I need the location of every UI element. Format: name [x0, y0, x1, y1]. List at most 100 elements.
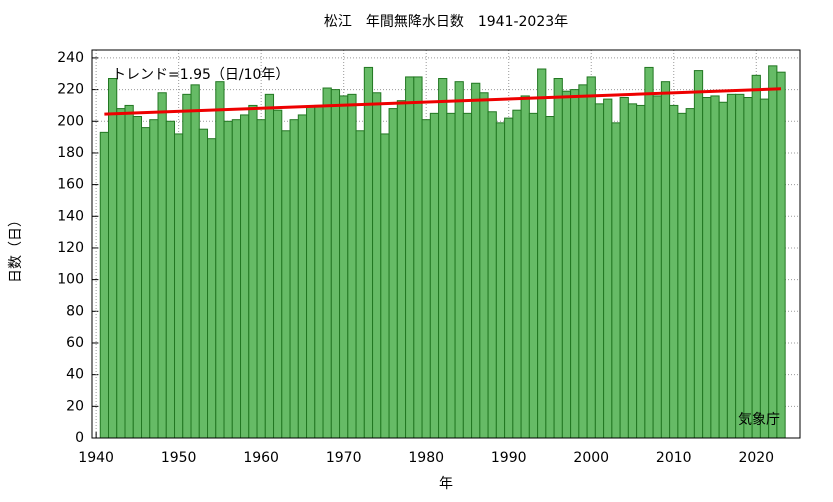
y-tick-label: 200 — [57, 113, 84, 129]
bar — [388, 108, 398, 439]
bar — [207, 138, 217, 439]
bar — [685, 108, 695, 439]
bar — [660, 81, 671, 439]
bar — [710, 95, 720, 439]
y-tick-label: 140 — [57, 208, 84, 224]
y-tick-label: 100 — [57, 272, 84, 288]
bar — [776, 71, 786, 439]
bar — [512, 109, 522, 439]
bar — [537, 68, 547, 439]
bar — [446, 112, 456, 439]
y-tick-label: 240 — [57, 50, 84, 66]
bar — [553, 78, 563, 439]
bar — [182, 93, 192, 439]
x-tick-label: 1970 — [326, 450, 362, 466]
bar — [124, 104, 134, 439]
bar — [702, 97, 712, 439]
bar — [520, 95, 530, 439]
bar — [693, 70, 704, 439]
bar — [322, 87, 332, 439]
bar — [264, 93, 275, 439]
bar — [157, 92, 167, 439]
trend-line — [104, 87, 782, 116]
bar — [248, 104, 258, 439]
bar — [405, 76, 415, 439]
bar — [297, 114, 308, 439]
bar — [240, 114, 250, 439]
y-tick-label: 180 — [57, 145, 84, 161]
bar — [429, 112, 440, 439]
bar — [372, 92, 382, 439]
bar — [479, 92, 489, 439]
x-tick-label: 2010 — [656, 450, 692, 466]
bar — [132, 116, 143, 439]
bar — [545, 116, 555, 439]
bar — [669, 104, 679, 439]
bar — [314, 104, 324, 439]
bar — [636, 104, 646, 439]
bar — [528, 112, 539, 439]
bar — [627, 103, 638, 439]
bar — [768, 65, 778, 439]
bar — [735, 93, 745, 439]
bar — [396, 100, 407, 439]
bar — [281, 130, 291, 439]
plot-frame — [91, 49, 801, 439]
bar — [504, 117, 514, 439]
bar — [454, 81, 464, 439]
bar — [644, 66, 654, 439]
bar — [165, 120, 176, 439]
y-tick-label: 60 — [66, 335, 84, 351]
bar — [611, 122, 621, 439]
bar — [462, 112, 473, 439]
bar — [256, 119, 266, 439]
bar — [231, 119, 242, 439]
bar — [594, 103, 605, 439]
y-tick-label: 220 — [57, 82, 84, 98]
bar — [215, 81, 225, 439]
annotation: トレンド=1.95（日/10年） — [112, 67, 289, 83]
x-tick-label: 1950 — [161, 450, 197, 466]
bar — [471, 82, 481, 439]
bar — [726, 93, 737, 439]
x-tick-label: 1990 — [491, 450, 527, 466]
bar — [108, 78, 118, 439]
bar — [718, 101, 728, 439]
y-tick-label: 80 — [66, 303, 84, 319]
bar — [141, 127, 151, 439]
bar — [174, 133, 184, 439]
bar — [355, 130, 365, 439]
bar — [495, 122, 506, 439]
bar — [99, 131, 110, 439]
bar — [413, 76, 423, 439]
bar — [743, 97, 753, 439]
bar — [561, 90, 572, 439]
bar — [380, 133, 390, 439]
bar — [289, 119, 299, 439]
bar — [751, 74, 761, 439]
bar — [759, 98, 770, 439]
bar — [273, 109, 283, 439]
bar — [586, 76, 596, 439]
bar — [578, 84, 588, 439]
bar — [421, 119, 431, 439]
bar — [487, 111, 497, 439]
x-tick-label: 1960 — [243, 450, 279, 466]
y-tick-label: 160 — [57, 177, 84, 193]
y-tick-label: 0 — [75, 430, 84, 446]
bar — [347, 93, 357, 439]
y-tick-label: 120 — [57, 240, 84, 256]
bar — [603, 98, 613, 439]
y-tick-label: 40 — [66, 367, 84, 383]
bar — [149, 119, 159, 439]
y-tick-label: 20 — [66, 398, 84, 414]
bar — [438, 78, 448, 439]
source: 気象庁 — [738, 412, 780, 428]
bar — [570, 89, 580, 439]
x-tick-label: 1980 — [408, 450, 444, 466]
bar — [619, 97, 629, 439]
bar — [339, 95, 349, 439]
bar — [363, 66, 374, 439]
x-axis-label: 年 — [439, 476, 453, 492]
